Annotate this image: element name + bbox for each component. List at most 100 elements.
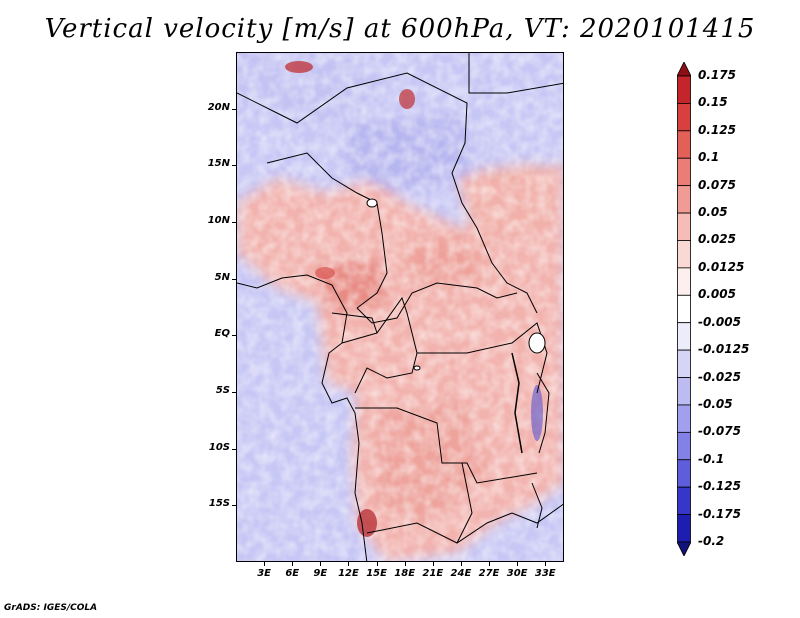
colorbar-box: [677, 157, 691, 187]
colorbar-box: [677, 486, 691, 515]
colorbar-box: [677, 459, 691, 488]
colorbar-label: 0.005: [698, 287, 736, 302]
lon-label: 9E: [313, 568, 328, 579]
colorbar-box: [677, 404, 691, 433]
lon-tick: [376, 562, 378, 566]
colorbar-label: -0.005: [698, 314, 741, 329]
colorbar-label: -0.075: [698, 424, 741, 439]
colorbar-label: 0.05: [698, 205, 728, 220]
colorbar-label: -0.2: [698, 534, 725, 548]
colorbar-label: -0.125: [698, 479, 741, 494]
colorbar-box: [677, 431, 691, 461]
lon-tick: [348, 562, 350, 566]
lon-tick: [264, 562, 266, 566]
lon-label: 15E: [366, 568, 387, 579]
chart-title: Vertical velocity [m/s] at 600hPa, VT: 2…: [44, 14, 756, 44]
lon-tick: [517, 562, 519, 566]
border-drc-south: [355, 407, 538, 484]
lon-tick: [404, 562, 406, 566]
colorbar-box: [677, 103, 691, 132]
lon-label: 24E: [450, 568, 472, 579]
colorbar-box: [677, 185, 691, 214]
colorbar-label: -0.0125: [698, 342, 750, 357]
lon-tick: [460, 562, 462, 566]
lon-tick: [545, 562, 547, 566]
colorbar-label: 0.125: [698, 122, 736, 137]
lat-label: 20N: [207, 101, 230, 113]
speckle-texture: [237, 53, 563, 561]
colorbar-bottom-arrow: [677, 541, 691, 556]
lon-label: 6E: [285, 568, 300, 579]
colorbar-label: -0.175: [698, 506, 741, 521]
colorbar-label: -0.05: [698, 396, 733, 411]
lake-chad: [366, 198, 378, 208]
grads-credit: GrADS: IGES/COLA: [4, 603, 98, 613]
colorbar-box: [677, 267, 691, 296]
colorbar-box: [677, 75, 691, 104]
colorbar-label: 0.1: [698, 150, 720, 165]
colorbar-label: 0.15: [698, 95, 728, 110]
lat-tick: [232, 392, 236, 393]
colorbar-box: [677, 514, 691, 543]
lake-small: [413, 365, 421, 371]
lake-malawi: [531, 482, 543, 529]
lake-victoria: [528, 332, 546, 354]
lake-tanganyika: [511, 352, 523, 454]
lat-label: 15S: [208, 498, 230, 510]
lon-label: 30E: [506, 568, 528, 579]
border-congo: [354, 296, 418, 394]
lon-tick: [432, 562, 434, 566]
lakes: [366, 198, 546, 371]
colorbar-box: [677, 130, 691, 159]
colorbar-label: 0.075: [698, 177, 736, 192]
lat-label: 5N: [214, 271, 230, 283]
lon-label: 21E: [422, 568, 444, 579]
lat-tick: [232, 165, 236, 167]
border-north: [237, 72, 538, 314]
hotspot-cameroon: [315, 267, 335, 279]
hotspot-tibesti: [399, 89, 415, 109]
lat-tick: [232, 448, 236, 450]
colorbar-box: [677, 322, 691, 351]
boundaries: [237, 53, 563, 561]
lon-label: 12E: [338, 568, 359, 579]
lat-label: 5S: [215, 385, 230, 396]
map-panel: [236, 52, 564, 562]
lat-tick: [232, 222, 236, 223]
lat-tick: [232, 505, 236, 507]
hotspot-angola: [357, 509, 377, 537]
colorbar-label: 0.0125: [698, 259, 745, 274]
colorbar-top-arrow: [677, 62, 691, 77]
sinking-rift: [531, 385, 543, 441]
colorbar-label: 0.175: [698, 68, 736, 82]
colorbar-box: [677, 240, 691, 269]
border-drc-north: [417, 322, 548, 394]
colorbar-label: -0.1: [698, 451, 725, 466]
lat-label: 10N: [207, 215, 230, 226]
lat-label: EQ: [214, 328, 230, 340]
vertical-velocity-field: [237, 53, 563, 561]
border-cameroon-gabon: [331, 312, 378, 344]
lon-tick: [292, 562, 294, 566]
lat-label: 15N: [207, 158, 230, 170]
lat-tick: [232, 278, 236, 280]
hotspot-north: [285, 61, 313, 73]
colorbar-box: [677, 294, 691, 324]
border-southern: [366, 503, 563, 544]
lon-label: 27E: [478, 568, 500, 579]
lon-label: 33E: [534, 568, 556, 579]
colorbar: [677, 62, 691, 556]
lat-tick: [232, 335, 236, 337]
colorbar-box: [677, 212, 691, 241]
colorbar-label: 0.025: [698, 232, 736, 247]
lon-tick: [489, 562, 491, 566]
coastline: [237, 274, 368, 561]
lat-tick: [232, 108, 236, 110]
lat-label: 10S: [208, 441, 230, 453]
lon-label: 3E: [257, 568, 271, 579]
lon-label: 18E: [394, 568, 416, 579]
border-libya-egypt: [468, 53, 563, 94]
lon-tick: [320, 562, 322, 566]
colorbar-box: [677, 349, 691, 378]
colorbar-label: -0.025: [698, 369, 741, 384]
